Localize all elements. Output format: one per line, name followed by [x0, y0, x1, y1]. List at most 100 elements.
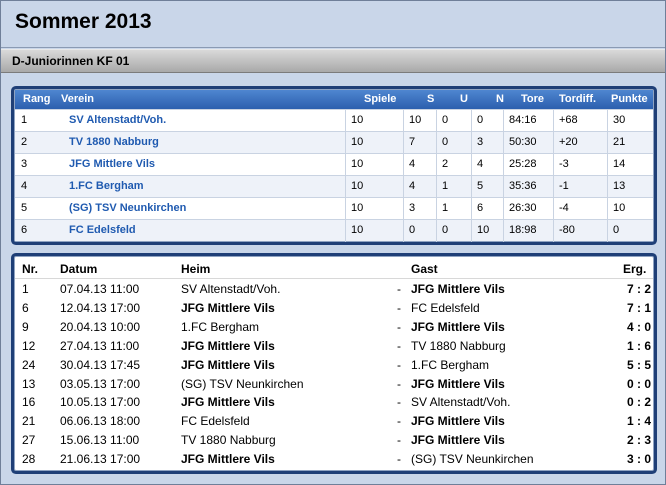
column-divider — [345, 154, 346, 176]
column-divider — [503, 154, 504, 176]
team-link[interactable]: SV Altenstadt/Voh. — [69, 114, 167, 126]
fixture-cell-gast: SV Altenstadt/Voh. — [411, 395, 511, 410]
column-divider — [471, 132, 472, 154]
standings-cell-rang: 6 — [21, 224, 28, 236]
standings-cell-n: 3 — [477, 136, 484, 148]
standings-cell-spiele: 10 — [351, 202, 364, 214]
standings-cell-rang: 4 — [21, 180, 28, 192]
standings-row: 6 FC Edelsfeld 10 0 0 10 18:98 -80 0 — [15, 219, 653, 242]
standings-cell-tordiff: -4 — [559, 202, 569, 214]
standings-cell-n: 6 — [477, 202, 484, 214]
column-divider — [503, 198, 504, 220]
header-nr: Nr. — [22, 262, 39, 276]
fixture-cell-dash: - — [397, 338, 401, 353]
standings-row: 3 JFG Mittlere Vils 10 4 2 4 25:28 -3 14 — [15, 153, 653, 176]
standings-cell-u: 0 — [442, 224, 449, 236]
standings-row: 2 TV 1880 Nabburg 10 7 0 3 50:30 +20 21 — [15, 131, 653, 154]
column-divider — [607, 198, 608, 220]
fixture-cell-dash: - — [397, 395, 401, 410]
fixture-row: 28 21.06.13 17:00 JFG Mittlere Vils - (SG) T… — [15, 450, 653, 469]
column-divider — [345, 110, 346, 132]
standings-cell-tore: 50:30 — [509, 136, 537, 148]
standings-cell-s: 4 — [409, 158, 416, 170]
team-link[interactable]: FC Edelsfeld — [69, 224, 136, 236]
fixture-cell-nr: 1 — [22, 282, 29, 296]
column-divider — [436, 154, 437, 176]
column-divider — [345, 132, 346, 154]
column-divider — [436, 220, 437, 242]
fixture-cell-gast: JFG Mittlere Vils — [411, 376, 505, 391]
fixture-row: 27 15.06.13 11:00 TV 1880 Nabburg - JFG Mitt… — [15, 431, 653, 450]
fixture-row: 24 30.04.13 17:45 JFG Mittlere Vils -1.FC B… — [15, 356, 653, 375]
team-link[interactable]: TV 1880 Nabburg — [69, 136, 159, 148]
standings-cell-rang: 1 — [21, 114, 28, 126]
standings-cell-n: 5 — [477, 180, 484, 192]
fixture-cell-datum: 21.06.13 17:00 — [60, 452, 141, 467]
column-divider — [553, 220, 554, 242]
column-divider — [403, 132, 404, 154]
standings-cell-tordiff: -3 — [559, 158, 569, 170]
fixture-cell-datum: 07.04.13 11:00 — [60, 282, 140, 296]
fixture-cell-dash: - — [397, 376, 401, 391]
team-link[interactable]: 1.FC Bergham — [69, 180, 144, 192]
standings-cell-tore: 25:28 — [509, 158, 537, 170]
fixture-cell-heim: JFG Mittlere Vils — [181, 300, 275, 315]
team-link[interactable]: JFG Mittlere Vils — [69, 158, 155, 170]
header-tordiff: Tordiff. — [559, 93, 597, 105]
fixture-cell-erg: 1 : 4 — [627, 414, 652, 429]
fixture-cell-gast: 1.FC Bergham — [411, 357, 490, 372]
standings-cell-spiele: 10 — [351, 224, 364, 236]
standings-cell-rang: 2 — [21, 136, 28, 148]
fixture-cell-heim: JFG Mittlere Vils — [181, 452, 275, 467]
fixture-row: 6 12.04.13 17:00 JFG Mittlere Vils - FC Edel… — [15, 299, 653, 318]
fixture-cell-nr: 12 — [22, 338, 36, 353]
column-divider — [607, 220, 608, 242]
column-divider — [345, 176, 346, 198]
standings-table: Rang Verein Spiele S U N Tore Tordiff. P… — [14, 89, 654, 242]
standings-cell-s: 4 — [409, 180, 416, 192]
column-divider — [607, 110, 608, 132]
fixture-cell-dash: - — [397, 319, 401, 334]
standings-cell-n: 0 — [477, 114, 484, 126]
fixture-cell-erg: 1 : 6 — [627, 338, 652, 353]
header-s: S — [427, 93, 435, 105]
standings-cell-punkte: 30 — [613, 114, 626, 126]
standings-cell-spiele: 10 — [351, 114, 364, 126]
standings-header: Rang Verein Spiele S U N Tore Tordiff. P… — [15, 90, 653, 109]
column-divider — [553, 198, 554, 220]
fixture-cell-erg: 5 : 5 — [627, 357, 652, 372]
fixture-cell-dash: - — [397, 433, 401, 448]
fixture-cell-datum: 15.06.13 11:00 — [60, 433, 140, 448]
fixtures-table: Nr. Datum Heim Gast Erg. 1 07.04.13 11:00… — [14, 256, 654, 471]
column-divider — [403, 198, 404, 220]
fixture-cell-datum: 06.06.13 18:00 — [60, 414, 141, 429]
fixture-cell-erg: 7 : 2 — [627, 282, 652, 296]
column-divider — [436, 110, 437, 132]
team-link[interactable]: (SG) TSV Neunkirchen — [69, 202, 187, 214]
header-rang: Rang — [23, 93, 51, 105]
fixture-row: 16 10.05.13 17:00 JFG Mittlere Vils - SV Alt… — [15, 393, 653, 412]
fixture-cell-datum: 12.04.13 17:00 — [60, 300, 141, 315]
header-spiele: Spiele — [364, 93, 397, 105]
column-divider — [403, 176, 404, 198]
standings-cell-tore: 35:36 — [509, 180, 537, 192]
standings-cell-u: 0 — [442, 114, 449, 126]
fixture-cell-erg: 0 : 2 — [627, 395, 652, 410]
column-divider — [403, 220, 404, 242]
header-gast: Gast — [411, 262, 438, 276]
header-verein: Verein — [61, 93, 95, 105]
column-divider — [607, 176, 608, 198]
fixture-cell-nr: 24 — [22, 357, 36, 372]
standings-cell-tore: 18:98 — [509, 224, 537, 236]
standings-cell-tordiff: +20 — [559, 136, 578, 148]
fixture-cell-heim: 1.FC Bergham — [181, 319, 260, 334]
column-divider — [436, 132, 437, 154]
column-divider — [471, 154, 472, 176]
column-divider — [553, 176, 554, 198]
standings-cell-spiele: 10 — [351, 136, 364, 148]
column-divider — [503, 220, 504, 242]
standings-cell-spiele: 10 — [351, 180, 364, 192]
standings-cell-punkte: 10 — [613, 202, 626, 214]
standings-cell-u: 2 — [442, 158, 449, 170]
fixture-cell-gast: JFG Mittlere Vils — [411, 433, 505, 448]
